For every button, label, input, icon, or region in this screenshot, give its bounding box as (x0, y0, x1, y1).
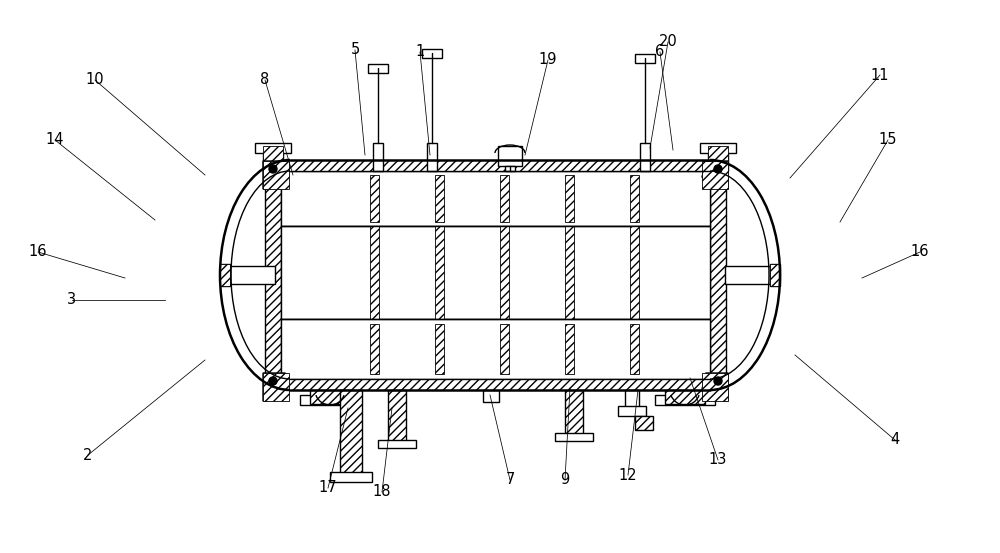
Text: 12: 12 (619, 467, 637, 483)
Bar (281, 319, 710, 379)
Bar (702, 373, 728, 401)
Bar (281, 379, 710, 390)
Text: 2: 2 (83, 447, 93, 462)
Text: 13: 13 (709, 452, 727, 467)
Bar (565, 324, 574, 374)
Text: 7: 7 (505, 472, 515, 488)
Bar (435, 175, 444, 222)
Bar (310, 390, 350, 404)
Bar (708, 146, 728, 171)
Polygon shape (702, 161, 728, 189)
Polygon shape (263, 373, 289, 401)
Bar (483, 390, 499, 402)
Bar (630, 175, 639, 222)
Bar (427, 143, 437, 171)
Bar (565, 390, 583, 435)
Bar (710, 160, 726, 390)
Bar (255, 143, 291, 153)
Bar (555, 433, 593, 441)
Bar (290, 379, 710, 390)
Bar (220, 264, 230, 286)
Bar (565, 175, 574, 222)
Bar (378, 440, 416, 448)
Bar (263, 146, 283, 171)
Text: 4: 4 (890, 432, 900, 447)
Bar (630, 324, 639, 374)
Bar (505, 166, 515, 171)
Bar (702, 161, 728, 189)
Bar (281, 226, 710, 319)
Bar (500, 226, 509, 319)
Text: 10: 10 (86, 72, 104, 87)
Bar (340, 390, 362, 475)
Bar (290, 160, 710, 171)
Bar (263, 161, 289, 189)
Text: 14: 14 (46, 133, 64, 148)
Bar (770, 264, 780, 286)
Text: 16: 16 (29, 244, 47, 259)
Text: 5: 5 (350, 43, 360, 58)
Text: 9: 9 (560, 472, 570, 488)
Bar (630, 226, 639, 319)
Bar (281, 160, 710, 171)
Bar (700, 143, 736, 153)
Text: 8: 8 (260, 72, 270, 87)
Bar (625, 390, 639, 408)
Bar (370, 226, 379, 319)
Bar (725, 266, 770, 284)
Bar (368, 64, 388, 72)
Text: 18: 18 (373, 484, 391, 499)
Text: 1: 1 (415, 44, 425, 60)
Circle shape (269, 165, 277, 173)
Bar (500, 175, 509, 222)
Bar (370, 324, 379, 374)
Circle shape (714, 377, 722, 385)
Text: 15: 15 (879, 133, 897, 148)
Text: 3: 3 (67, 293, 77, 307)
Text: 17: 17 (319, 481, 337, 495)
Bar (435, 226, 444, 319)
Text: 20: 20 (659, 34, 677, 50)
Polygon shape (702, 373, 728, 401)
Bar (640, 143, 650, 171)
Bar (330, 472, 372, 482)
Circle shape (269, 377, 277, 385)
Bar (635, 416, 653, 430)
Bar (281, 171, 710, 226)
Text: 16: 16 (911, 244, 929, 259)
Bar (388, 390, 406, 442)
Bar (435, 324, 444, 374)
Text: 11: 11 (871, 67, 889, 82)
Bar (265, 160, 281, 390)
Bar (618, 406, 646, 416)
Bar (230, 266, 275, 284)
Text: 6: 6 (655, 44, 665, 60)
Bar (263, 373, 289, 401)
Circle shape (714, 165, 722, 173)
Bar (263, 146, 283, 171)
Bar (300, 395, 360, 405)
Bar (370, 175, 379, 222)
Bar (635, 54, 655, 62)
Bar (373, 143, 383, 171)
Bar (422, 49, 442, 58)
Polygon shape (263, 161, 289, 189)
Bar (770, 264, 780, 286)
Bar (500, 324, 509, 374)
Bar (565, 226, 574, 319)
Text: 19: 19 (539, 53, 557, 67)
Bar (220, 264, 230, 286)
Bar (498, 146, 522, 166)
Bar (655, 395, 715, 405)
Bar (708, 146, 728, 171)
Bar (665, 390, 705, 404)
